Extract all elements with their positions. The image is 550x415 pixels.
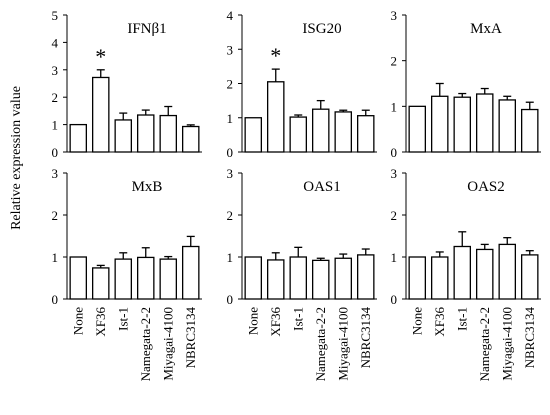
bar <box>430 95 449 153</box>
bar <box>244 256 262 300</box>
y-tick-label: 2 <box>391 208 398 223</box>
chart-title: MxA <box>470 21 502 37</box>
chart-title: ISG20 <box>302 21 341 37</box>
bar <box>159 114 177 153</box>
y-tick-label: 0 <box>52 292 59 307</box>
bar <box>498 99 516 153</box>
chart-panel-1: 0 1 2 3 4 5 IFNβ1 * <box>52 8 202 160</box>
bar <box>453 245 471 300</box>
bar <box>181 125 200 153</box>
figure-y-axis-label: Relative expression value <box>9 86 24 230</box>
bar <box>244 117 262 153</box>
x-tick-label: Miyagai-4100 <box>499 307 514 381</box>
x-tick-label: NBRC3134 <box>358 307 373 369</box>
y-tick-label: 0 <box>227 292 234 307</box>
bar <box>136 114 155 153</box>
x-tick-label: Namegata-2-2 <box>313 307 328 381</box>
bar <box>334 111 352 153</box>
x-tick-label: XF36 <box>432 307 447 337</box>
x-tick-label: Ist-1 <box>290 307 305 331</box>
y-tick-label: 3 <box>52 63 59 78</box>
y-tick-label: 3 <box>391 166 398 181</box>
chart-panel-4: 0 1 2 3 MxB None XF36 Ist-1 Namegata-2-2 Miyagai-… <box>52 166 202 381</box>
bar <box>521 108 539 153</box>
bar <box>69 123 88 153</box>
x-tick-label: Ist-1 <box>115 307 130 331</box>
y-tick-label: 1 <box>52 118 59 133</box>
chart-title: OAS2 <box>467 179 505 195</box>
bar <box>114 119 133 153</box>
bar <box>114 258 133 300</box>
x-tick-label: Ist-1 <box>454 307 469 331</box>
x-tick-label: NBRC3134 <box>522 307 537 369</box>
y-tick-label: 1 <box>391 99 398 114</box>
y-tick-label: 3 <box>391 8 398 23</box>
bar <box>311 108 330 153</box>
y-tick-label: 0 <box>391 145 398 160</box>
y-tick-label: 1 <box>52 250 59 265</box>
chart-title: IFNβ1 <box>127 21 166 37</box>
y-tick-label: 1 <box>227 250 234 265</box>
bar <box>521 254 539 300</box>
bar <box>181 245 200 300</box>
bar <box>453 96 471 153</box>
x-tick-label: None <box>409 307 424 335</box>
y-tick-label: 4 <box>52 35 59 50</box>
bar <box>289 116 307 153</box>
y-tick-label: 3 <box>227 166 234 181</box>
bar <box>498 243 516 300</box>
y-tick-label: 2 <box>227 77 234 92</box>
bar <box>334 257 352 300</box>
y-tick-label: 5 <box>52 8 59 23</box>
bar <box>266 259 285 300</box>
x-tick-label: Namegata-2-2 <box>477 307 492 381</box>
y-tick-label: 2 <box>227 208 234 223</box>
y-tick-label: 4 <box>227 8 234 23</box>
y-tick-label: 1 <box>391 250 398 265</box>
chart-panel-6: 0 1 2 3 OAS2 None XF36 Ist-1 Namegata-2-2 Miyagai… <box>391 166 541 381</box>
y-tick-label: 0 <box>52 145 59 160</box>
bar <box>289 256 307 300</box>
significance-mark: * <box>270 43 281 68</box>
bar <box>408 256 426 300</box>
x-tick-label: None <box>70 307 85 335</box>
chart-panel-2: 0 1 2 3 4 ISG20 * <box>227 8 377 160</box>
bar <box>430 256 449 300</box>
y-tick-label: 0 <box>391 292 398 307</box>
chart-title: MxB <box>132 179 163 195</box>
y-tick-label: 1 <box>227 111 234 126</box>
bar <box>159 258 177 300</box>
bar <box>92 267 110 300</box>
x-tick-label: Miyagai-4100 <box>335 307 350 381</box>
bar <box>92 76 110 153</box>
bar <box>356 254 375 300</box>
y-tick-label: 2 <box>52 208 59 223</box>
bar <box>408 105 426 153</box>
bar <box>266 81 285 153</box>
bar <box>475 93 494 153</box>
x-tick-label: XF36 <box>268 307 283 337</box>
y-tick-label: 0 <box>227 145 234 160</box>
bar <box>475 248 494 300</box>
x-tick-label: NBRC3134 <box>183 307 198 369</box>
bar <box>311 259 330 300</box>
bar <box>69 256 88 300</box>
x-tick-label: XF36 <box>93 307 108 337</box>
y-tick-label: 2 <box>391 54 398 69</box>
chart-title: OAS1 <box>303 179 341 195</box>
y-tick-label: 2 <box>52 90 59 105</box>
bar <box>356 115 375 153</box>
x-tick-label: Namegata-2-2 <box>138 307 153 381</box>
y-tick-label: 3 <box>227 42 234 57</box>
y-tick-label: 3 <box>52 166 59 181</box>
chart-panel-5: 0 1 2 3 OAS1 None XF36 Ist-1 Namegata-2-2 Miyagai… <box>227 166 377 381</box>
x-tick-label: None <box>245 307 260 335</box>
x-tick-label: Miyagai-4100 <box>160 307 175 381</box>
significance-mark: * <box>95 44 106 69</box>
bar <box>136 256 155 300</box>
chart-panel-3: 0 1 2 3 MxA <box>391 8 541 160</box>
